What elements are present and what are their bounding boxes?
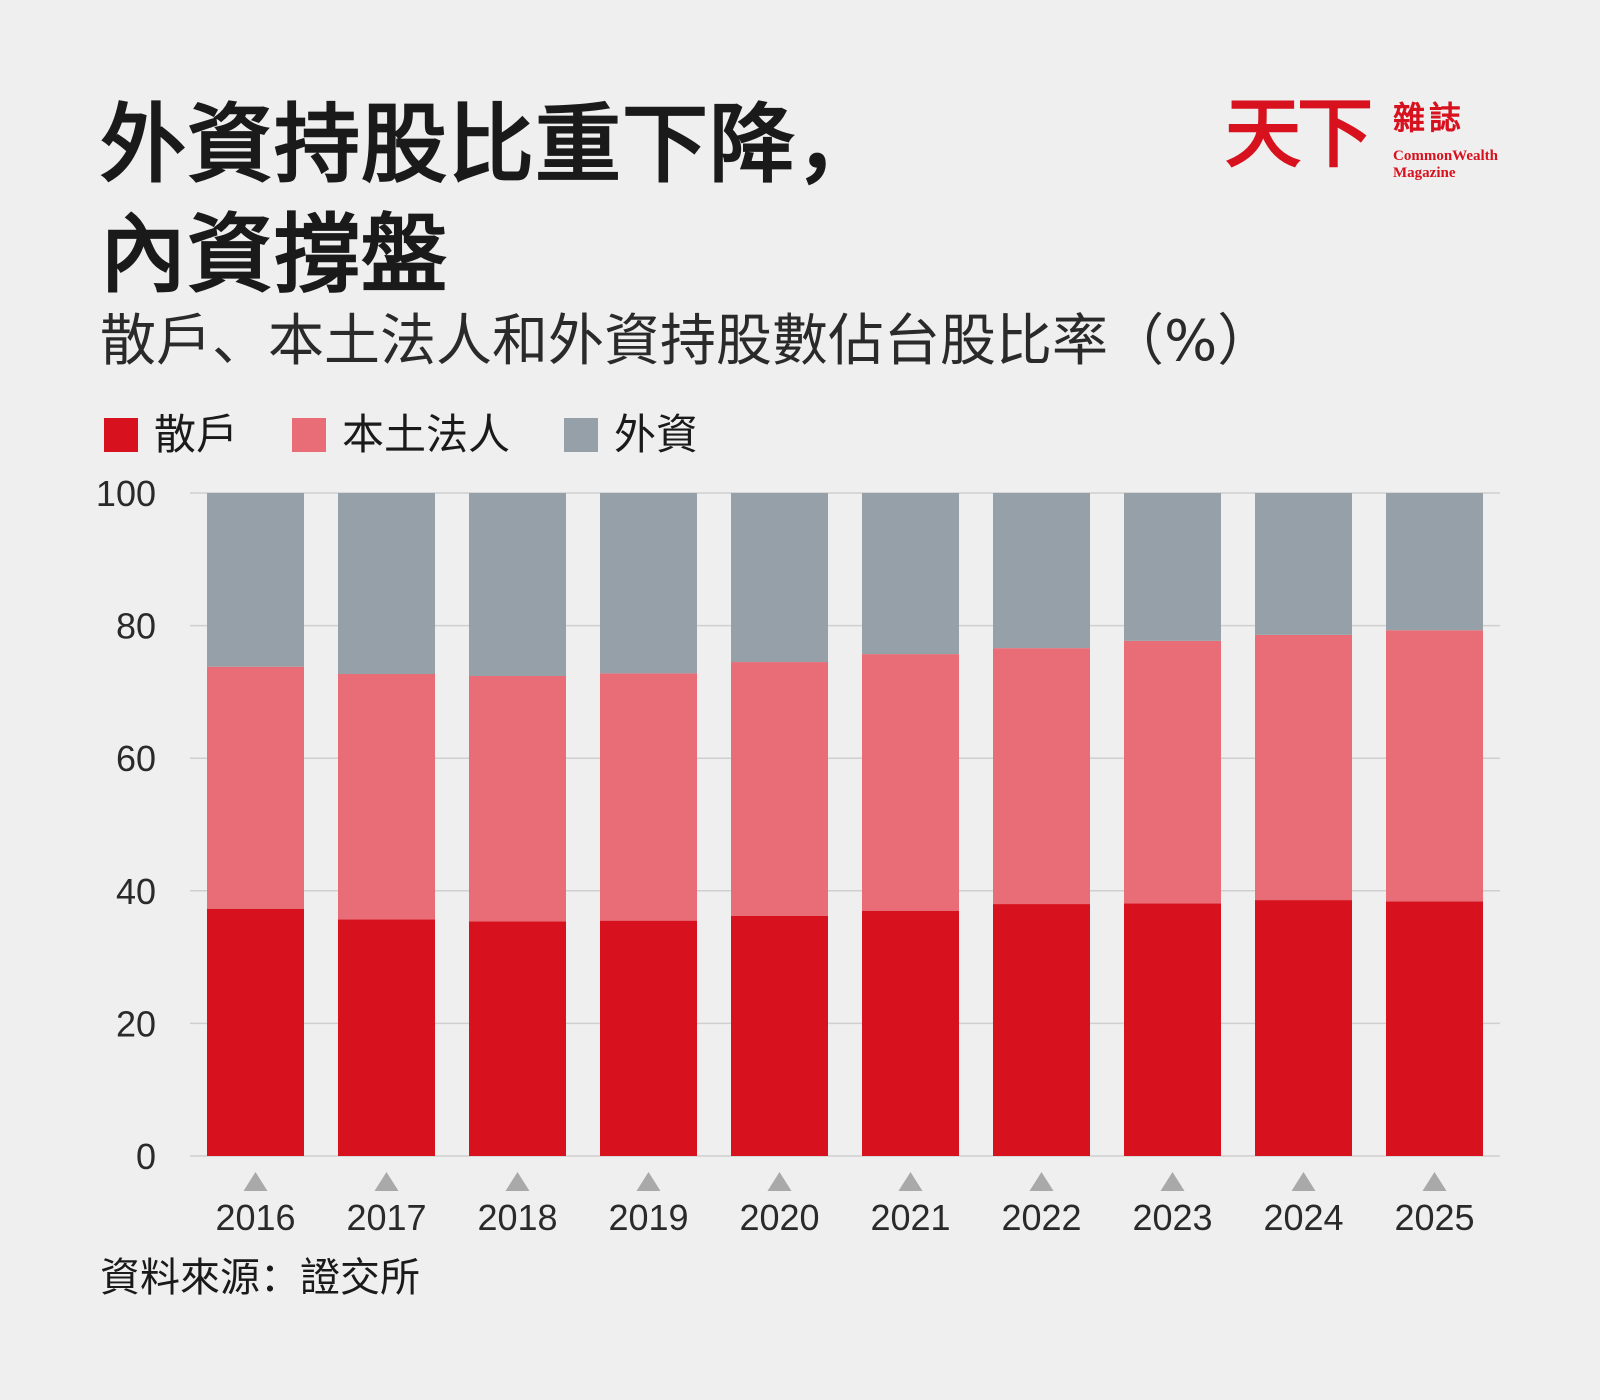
bar-2022-series-2 [993, 493, 1090, 649]
bar-2021-series-1 [862, 654, 959, 911]
x-tick-label-2018: 2018 [477, 1197, 557, 1238]
bar-2020-series-0 [731, 915, 828, 1156]
bar-2024-series-2 [1255, 493, 1352, 635]
x-tick-label-2025: 2025 [1394, 1197, 1474, 1238]
x-tick-marker-2020 [767, 1172, 792, 1191]
legend-swatch-domestic-institutions [292, 418, 327, 452]
bar-2023-series-2 [1124, 493, 1221, 641]
x-tick-marker-2018 [505, 1172, 530, 1191]
logo-english-line-1: CommonWealth [1393, 148, 1498, 164]
bar-2025-series-0 [1386, 901, 1483, 1156]
legend-label-foreign-investors: 外資 [614, 410, 699, 459]
x-tick-marker-2021 [898, 1172, 923, 1191]
legend-item-foreign-investors: 外資 [564, 414, 698, 456]
bar-2018-series-0 [469, 921, 566, 1156]
bar-2019-series-2 [600, 493, 697, 674]
bar-2025-series-1 [1386, 630, 1483, 902]
bar-2016-series-1 [207, 666, 304, 909]
bar-2021-series-0 [862, 910, 959, 1156]
x-tick-marker-2022 [1029, 1172, 1054, 1191]
bar-2018-series-1 [469, 675, 566, 922]
legend-label-retail: 散戶 [154, 410, 239, 459]
bar-2017-series-1 [338, 673, 435, 920]
x-tick-marker-2024 [1291, 1172, 1316, 1191]
x-axis-ticks: 2016 2017 2018 2019 2020 2021 2022 2023 2024 2025 [215, 1172, 1475, 1238]
logo-zazhi: 雜誌 [1393, 99, 1466, 137]
logo-mark: 天下 [1225, 89, 1373, 178]
y-tick-label-20: 20 [116, 1003, 156, 1044]
bar-2022-series-0 [993, 904, 1090, 1156]
x-tick-marker-2019 [636, 1172, 661, 1191]
logo-english-name: CommonWealth Magazine [1393, 148, 1498, 183]
x-tick-marker-2016 [243, 1172, 268, 1191]
y-tick-label-100: 100 [96, 473, 156, 514]
commonwealth-logo: 天下 雜誌 CommonWealth Magazine [1225, 96, 1515, 196]
bar-2020-series-1 [731, 662, 828, 916]
x-tick-marker-2017 [374, 1172, 399, 1191]
stacked-bar-chart: 0 20 40 60 80 100 2016 2017 2018 2019 2020 2021 202… [96, 473, 1500, 1238]
bar-2016-series-2 [207, 493, 304, 667]
y-tick-label-80: 80 [116, 606, 156, 647]
x-tick-label-2021: 2021 [870, 1197, 950, 1238]
legend-swatch-foreign-investors [564, 418, 599, 452]
x-tick-label-2017: 2017 [346, 1197, 426, 1238]
x-tick-label-2022: 2022 [1001, 1197, 1081, 1238]
bars [207, 493, 1483, 1156]
bar-2024-series-0 [1255, 900, 1352, 1156]
x-tick-label-2019: 2019 [608, 1197, 688, 1238]
x-tick-label-2023: 2023 [1132, 1197, 1212, 1238]
x-tick-label-2020: 2020 [739, 1197, 819, 1238]
bar-2025-series-2 [1386, 493, 1483, 631]
bar-2019-series-0 [600, 920, 697, 1156]
bar-2023-series-1 [1124, 640, 1221, 904]
x-tick-label-2024: 2024 [1263, 1197, 1343, 1238]
bar-2017-series-0 [338, 919, 435, 1156]
legend-swatch-retail [104, 418, 138, 452]
bar-2023-series-0 [1124, 903, 1221, 1156]
bar-2021-series-2 [862, 493, 959, 655]
bar-2016-series-0 [207, 908, 304, 1156]
logo-english-line-2: Magazine [1393, 165, 1456, 182]
bar-2022-series-1 [993, 648, 1090, 905]
chart-legend: 散戶 本土法人 外資 [104, 414, 698, 456]
chart-subtitle: 散戶、本土法人和外資持股數佔台股比率（%） [100, 309, 1274, 374]
y-tick-label-0: 0 [136, 1136, 156, 1177]
bar-2024-series-1 [1255, 634, 1352, 901]
page-title-line-1: 外資持股比重下降， [100, 95, 883, 195]
bar-2017-series-2 [338, 493, 435, 674]
data-source-note: 資料來源：證交所 [100, 1255, 420, 1301]
y-tick-label-60: 60 [116, 738, 156, 779]
bar-2018-series-2 [469, 493, 566, 676]
legend-item-retail: 散戶 [104, 414, 238, 456]
bar-2019-series-1 [600, 673, 697, 921]
x-tick-marker-2023 [1160, 1172, 1185, 1191]
x-tick-marker-2025 [1422, 1172, 1447, 1191]
y-tick-label-40: 40 [116, 871, 156, 912]
page-title-line-2: 內資撐盤 [100, 205, 448, 305]
legend-item-domestic-institutions: 本土法人 [292, 414, 510, 456]
x-tick-label-2016: 2016 [215, 1197, 295, 1238]
y-axis-ticks: 0 20 40 60 80 100 [96, 473, 156, 1177]
legend-label-domestic-institutions: 本土法人 [342, 410, 511, 459]
bar-2020-series-2 [731, 493, 828, 663]
